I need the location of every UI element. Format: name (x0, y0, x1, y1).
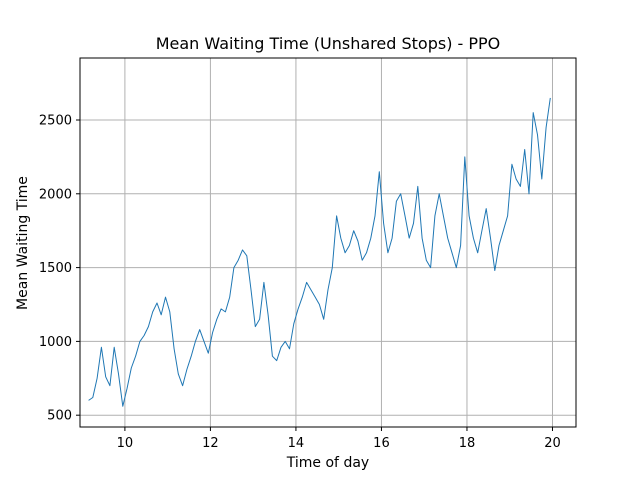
x-tick-label: 16 (373, 436, 390, 451)
y-tick-label: 500 (47, 409, 72, 424)
y-tick-label: 1500 (39, 261, 72, 276)
y-tick-label: 2500 (39, 113, 72, 128)
x-tick-label: 18 (459, 436, 476, 451)
chart-title: Mean Waiting Time (Unshared Stops) - PPO (156, 34, 501, 53)
x-axis-label: Time of day (286, 455, 369, 471)
x-tick-label: 20 (544, 436, 561, 451)
x-tick-label: 12 (202, 436, 219, 451)
series-group (88, 97, 551, 407)
x-tick-label: 10 (117, 436, 134, 451)
plot-frame (79, 57, 577, 428)
y-axis-label: Mean Waiting Time (15, 176, 31, 310)
y-axis-ticks: 500 1000 1500 2000 2500 (39, 113, 80, 424)
series-line (88, 97, 551, 407)
x-axis-ticks: 10 12 14 16 18 20 (117, 427, 561, 451)
grid-lines (80, 58, 576, 427)
x-tick-label: 14 (288, 436, 305, 451)
y-tick-label: 1000 (39, 335, 72, 350)
y-tick-label: 2000 (39, 187, 72, 202)
